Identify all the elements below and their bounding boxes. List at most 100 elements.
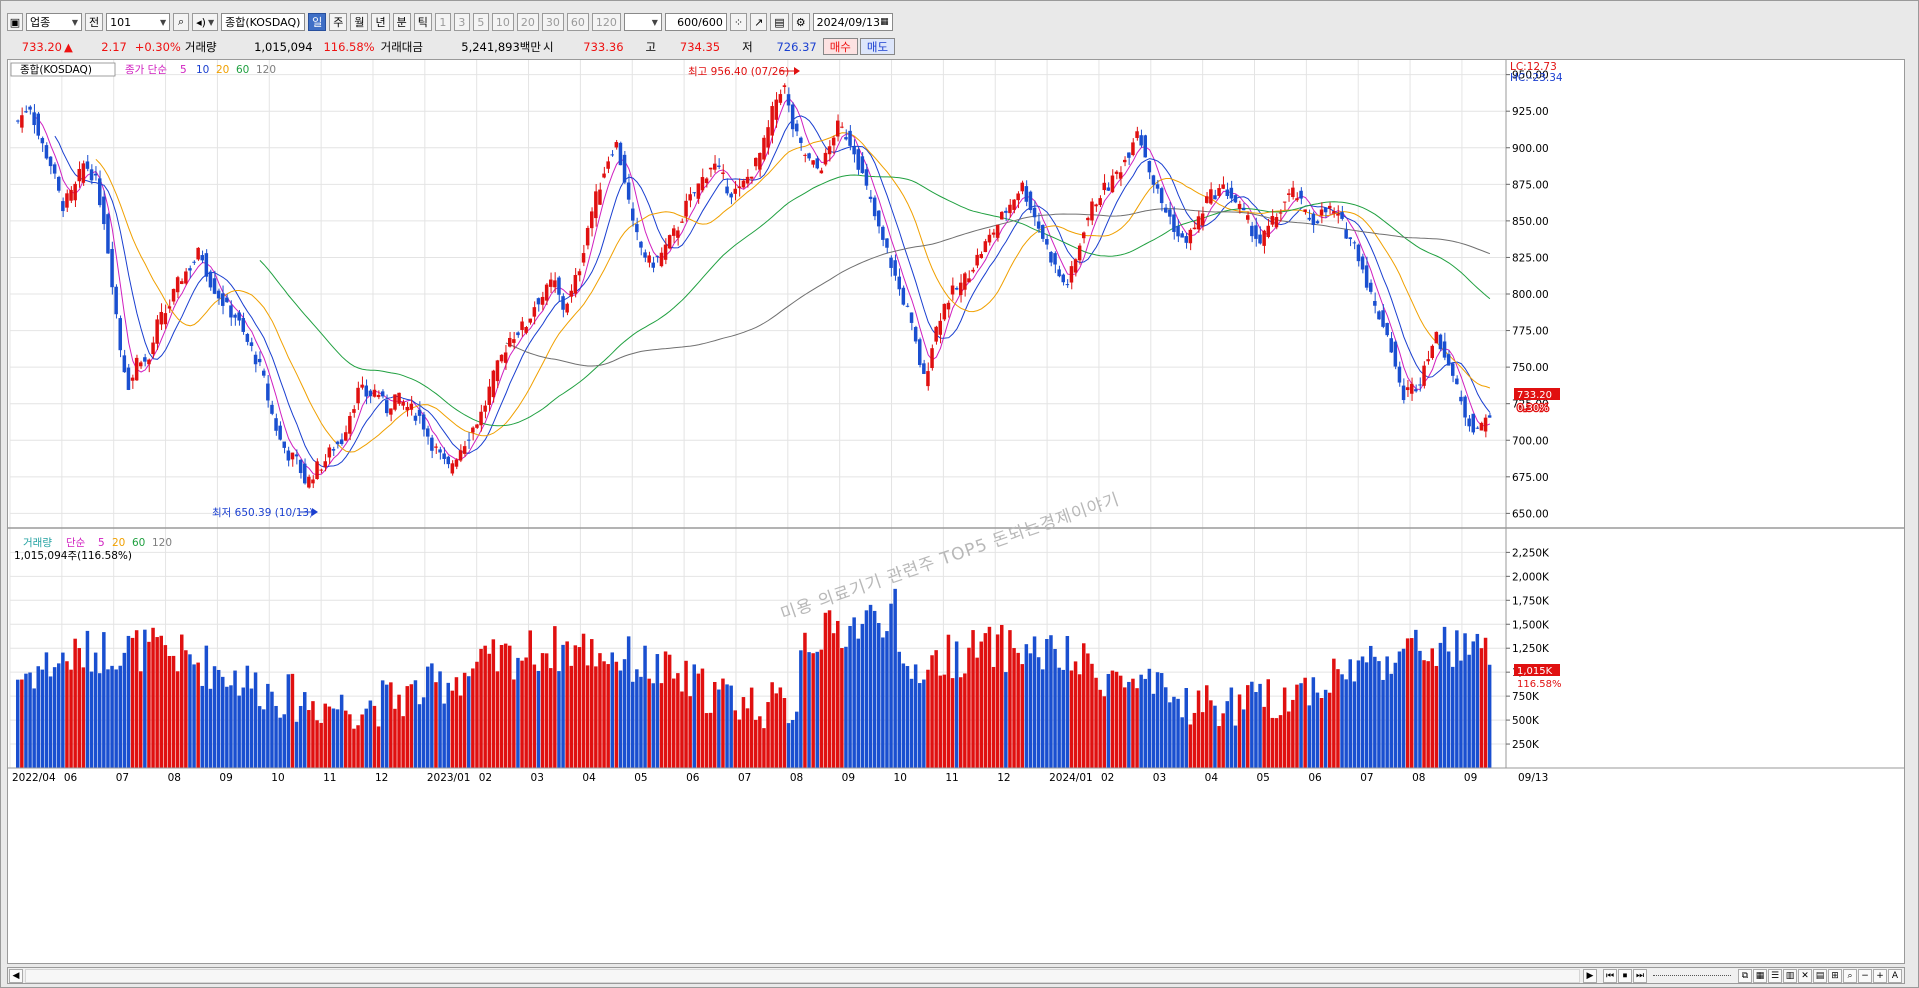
candle-body (1270, 215, 1275, 225)
price-tick-label: 875.00 (1512, 179, 1549, 191)
chart-svg[interactable]: 950.00 925.00 900.00 875.00 850.00 825.00 800.… (8, 60, 1904, 963)
font-icon[interactable]: A (1888, 968, 1902, 983)
candle-body (766, 127, 770, 148)
last-page-icon[interactable]: ⏭ (1633, 968, 1647, 983)
volume-bar (1233, 725, 1238, 768)
minute-20[interactable]: 20 (516, 13, 539, 31)
custom-period-combo[interactable]: ▼ (623, 13, 662, 31)
minute-60[interactable]: 60 (566, 13, 589, 31)
volume-bar (294, 721, 299, 768)
volume-bar (926, 669, 930, 768)
candle-body (385, 400, 389, 414)
minute-3[interactable]: 3 (453, 13, 470, 31)
date-input[interactable]: 2024/09/13 ▦ (812, 13, 893, 31)
candle-body (872, 197, 877, 217)
period-week[interactable]: 주 (329, 13, 348, 31)
layout-icon[interactable]: ▥ (1783, 968, 1797, 983)
scroll-left-arrow[interactable]: ◀ (9, 968, 23, 983)
volume-bar (159, 635, 163, 768)
volume-bar (1012, 648, 1016, 768)
zoom-in-icon[interactable]: + (1873, 968, 1887, 983)
vol-legend-120: 120 (152, 537, 172, 549)
trend-icon[interactable]: ↗ (750, 13, 768, 31)
category-combo[interactable]: 업종 ▼ (26, 13, 82, 31)
minute-1[interactable]: 1 (434, 13, 451, 31)
volume-bar (352, 728, 356, 768)
volume-bar (544, 653, 549, 768)
gear-icon[interactable]: ⚙ (791, 13, 810, 31)
volume-bar (266, 683, 270, 768)
candle-body (1299, 190, 1303, 199)
candle-body (1164, 207, 1168, 213)
scroll-track[interactable] (25, 968, 1580, 983)
candle-body (1200, 213, 1205, 226)
volume-bar (344, 710, 348, 768)
save-icon[interactable]: ▤ (770, 13, 789, 31)
minute-120[interactable]: 120 (591, 13, 621, 31)
volume-bar (1057, 667, 1061, 768)
volume-bar (130, 637, 135, 768)
candle-body (553, 280, 557, 288)
horizontal-scrollbar[interactable]: ◀ ▶ ⏮ ⏹ ⏭ ⧉ ▦ ☰ ▥ ✕ ▤ ⊞ ⌕ − + A (7, 967, 1905, 984)
zoom-out-icon[interactable]: − (1858, 968, 1872, 983)
volume-bar (1225, 701, 1229, 768)
volume-bar (446, 682, 450, 768)
candle-body (1184, 236, 1188, 243)
volume-bar (594, 666, 598, 768)
calendar-icon[interactable]: ▦ (880, 17, 889, 27)
chart-area[interactable]: 950.00 925.00 900.00 875.00 850.00 825.00 800.… (7, 59, 1905, 964)
count-input[interactable]: 600 /600 (664, 13, 727, 31)
period-day[interactable]: 일 (308, 13, 327, 31)
volume-bar (204, 645, 209, 768)
candle-body (184, 271, 188, 284)
candle-body (1233, 195, 1238, 203)
zoom-slider[interactable] (1653, 974, 1731, 977)
candle-body (889, 257, 893, 268)
drawing-tools-icon[interactable]: ⁘ (729, 13, 748, 31)
sound-icon[interactable]: ◂) ▼ (192, 13, 219, 31)
volume-bar (298, 705, 303, 768)
candle-body (216, 290, 221, 299)
candle-body (864, 169, 869, 186)
candle-body (1266, 225, 1270, 237)
first-page-icon[interactable]: ⏮ (1603, 968, 1617, 983)
code-combo[interactable]: 101 ▼ (106, 13, 171, 31)
window-icon[interactable]: ▣ (7, 13, 23, 31)
scroll-right-arrow[interactable]: ▶ (1583, 968, 1597, 983)
buy-button[interactable]: 매수 (822, 38, 858, 55)
minute-10[interactable]: 10 (491, 13, 514, 31)
candle-body (1139, 135, 1143, 146)
volume-tick-label: 2,000K (1512, 571, 1550, 583)
volume-bar (196, 662, 200, 768)
x-tick-label: 08 (1412, 772, 1425, 784)
candle-body (221, 293, 225, 306)
list-icon[interactable]: ☰ (1768, 968, 1782, 983)
candle-body (434, 446, 438, 448)
cross-icon[interactable]: ✕ (1798, 968, 1812, 983)
price-tick-label: 800.00 (1512, 289, 1549, 301)
volume-bar (549, 668, 553, 768)
stop-icon[interactable]: ⏹ (1618, 968, 1632, 983)
period-minute[interactable]: 분 (392, 13, 411, 31)
copy-icon[interactable]: ⧉ (1738, 968, 1752, 983)
vol-legend-label: 단순 (66, 537, 86, 549)
vol-legend-5: 5 (98, 537, 105, 549)
prefix-button[interactable]: 전 (85, 13, 104, 31)
search-icon[interactable]: ⌕ (1843, 968, 1857, 983)
sell-button[interactable]: 매도 (859, 38, 896, 55)
table-icon[interactable]: ▤ (1813, 968, 1827, 983)
volume-bar (631, 681, 635, 768)
search-icon[interactable]: ⌕ (173, 13, 190, 31)
period-tick[interactable]: 틱 (413, 13, 432, 31)
period-month[interactable]: 월 (350, 13, 369, 31)
period-year[interactable]: 년 (371, 13, 390, 31)
grid-toggle-icon[interactable]: ⊞ (1828, 968, 1842, 983)
minute-5[interactable]: 5 (472, 13, 489, 31)
minute-30[interactable]: 30 (541, 13, 564, 31)
price-tick-label: 900.00 (1512, 143, 1549, 155)
candle-body (930, 348, 934, 369)
candle-body (590, 211, 594, 229)
volume-bar (1487, 664, 1492, 768)
grid-icon[interactable]: ▦ (1753, 968, 1767, 983)
volume-bar (721, 678, 725, 768)
